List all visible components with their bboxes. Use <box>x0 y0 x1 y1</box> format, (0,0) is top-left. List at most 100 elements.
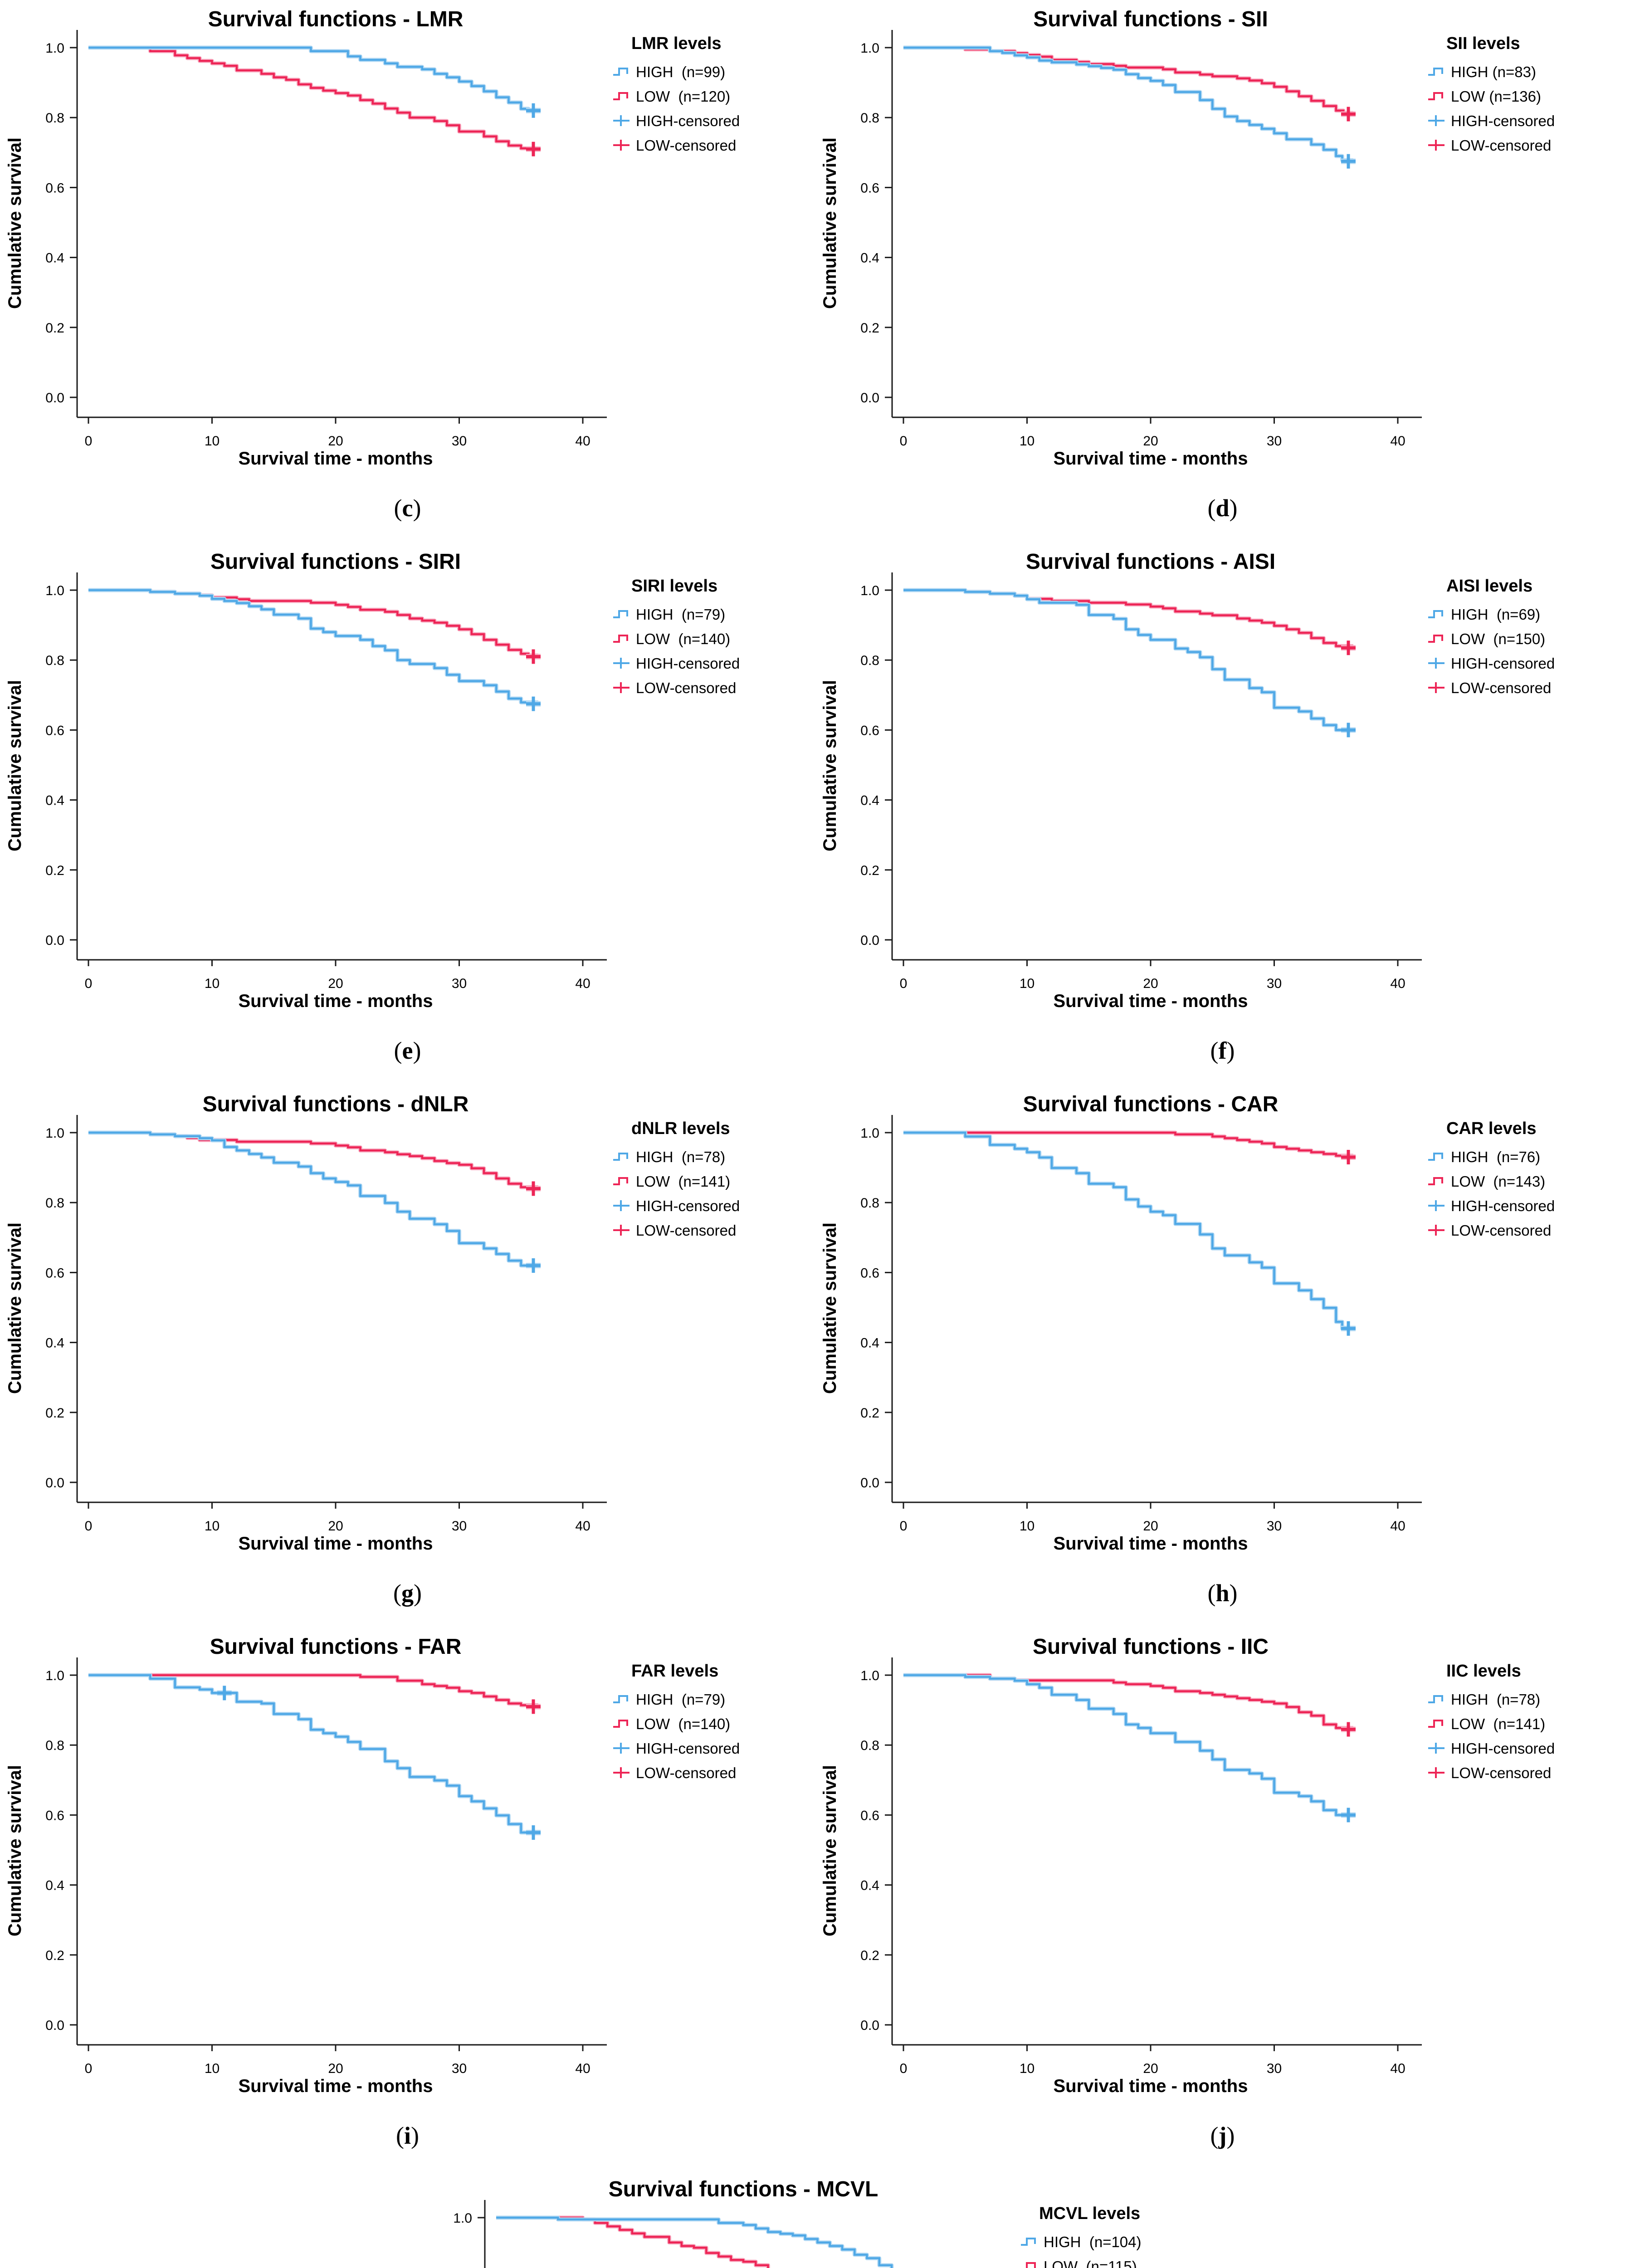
figure-row: Survival functions - MCVL0102030400.00.2… <box>0 2170 1630 2268</box>
y-tick-label: 0.8 <box>45 1738 64 1753</box>
km-chart-svg: Survival functions - dNLR 0 10 20 30 40 0.0 0.2… <box>5 1092 740 1554</box>
caption-close-paren: ) <box>414 1579 422 1607</box>
km-curve-high-halo <box>88 45 538 113</box>
km-chart-svg: Survival functions - LMR 0 10 20 30 40 0.0 0.2 0… <box>5 7 740 469</box>
y-tick-label: 0.4 <box>45 1878 64 1893</box>
legend-item-low-label: LOW (n=150) <box>1451 631 1545 647</box>
km-curve-high <box>903 1131 1353 1330</box>
legend-item-low-label: LOW (n=143) <box>1451 1173 1545 1190</box>
legend-item-high-label: HIGH (n=79) <box>636 606 725 623</box>
legend-item-high-censored-label: HIGH-censored <box>636 655 740 672</box>
x-tick-label: 20 <box>1143 2061 1158 2076</box>
x-tick-label: 0 <box>85 434 93 449</box>
km-curve-high-halo <box>903 1130 1353 1331</box>
x-tick-label: 10 <box>205 2061 220 2076</box>
km-curve-low-halo <box>88 45 538 151</box>
km-chart-panel: Survival functions - SII 0 10 20 30 40 0.0 0.2 0… <box>815 0 1630 543</box>
y-tick-label: 0.0 <box>860 2018 879 2033</box>
km-curve-high <box>88 1131 538 1267</box>
y-tick-label: 0.8 <box>45 1196 64 1211</box>
legend-step-icon <box>1428 1177 1443 1185</box>
y-tick-label: 1.0 <box>860 1126 879 1141</box>
legend-item-low-censored-label: LOW-censored <box>636 137 736 154</box>
y-tick-label: 0.0 <box>860 391 879 406</box>
y-tick-label: 0.2 <box>860 1948 879 1963</box>
x-tick-label: 0 <box>900 1519 908 1534</box>
x-tick-label: 0 <box>900 434 908 449</box>
legend-title: IIC levels <box>1446 1662 1521 1681</box>
y-tick-label: 0.8 <box>860 1738 879 1753</box>
y-tick-label: 0.6 <box>860 1266 879 1281</box>
y-tick-label: 0.6 <box>45 1808 64 1823</box>
y-tick-label: 0.6 <box>45 1266 64 1281</box>
panel-caption: (j) <box>815 2108 1630 2163</box>
km-chart-panel: Survival functions - MCVL0102030400.00.2… <box>408 2170 1223 2268</box>
km-curve-low-halo <box>903 1673 1353 1730</box>
chart-title: Survival functions - AISI <box>1026 550 1275 574</box>
legend-title: SIRI levels <box>631 577 717 596</box>
legend-item-low-censored-label: LOW-censored <box>1451 137 1551 154</box>
caption-close-paren: ) <box>413 494 421 522</box>
x-tick-label: 20 <box>328 434 343 449</box>
km-curve-low <box>903 1674 1353 1729</box>
x-tick-label: 0 <box>900 976 908 991</box>
caption-close-paren: ) <box>1229 1579 1238 1607</box>
y-tick-label: 0.8 <box>45 111 64 126</box>
x-tick-label: 40 <box>575 976 590 991</box>
y-tick-label: 0.4 <box>860 251 879 266</box>
x-axis-label: Survival time - months <box>239 2076 433 2096</box>
y-axis-label: Cumulative survival <box>820 1222 840 1394</box>
legend-item-high-censored-label: HIGH-censored <box>1451 112 1555 129</box>
km-curve-high-halo <box>903 45 1353 162</box>
km-chart-panel: Survival functions - FAR 0 10 20 30 40 0.0 0.2 0… <box>0 1628 815 2170</box>
x-tick-label: 0 <box>900 2061 908 2076</box>
y-tick-label: 0.4 <box>45 251 64 266</box>
km-curve-low-halo <box>88 588 538 658</box>
y-axis-label: Cumulative survival <box>5 1765 25 1936</box>
km-curve-low <box>88 589 538 657</box>
x-tick-label: 40 <box>575 2061 590 2076</box>
x-tick-label: 10 <box>1020 2061 1035 2076</box>
km-curve-high-halo <box>88 588 538 704</box>
caption-letter: d <box>1215 494 1230 522</box>
x-tick-label: 0 <box>85 1519 93 1534</box>
km-chart-svg: Survival functions - CAR 0 10 20 30 40 0.0 0.2 0… <box>820 1092 1555 1554</box>
x-axis-label: Survival time - months <box>1054 449 1248 469</box>
y-tick-label: 0.0 <box>45 1476 64 1491</box>
y-tick-label: 0.0 <box>45 391 64 406</box>
legend-item-low-censored-label: LOW-censored <box>636 1765 736 1781</box>
km-chart-panel: Survival functions - IIC 0 10 20 30 40 0.0 0.2 0… <box>815 1628 1630 2170</box>
legend-step-icon <box>1428 610 1443 618</box>
x-tick-label: 20 <box>1143 976 1158 991</box>
caption-open-paren: ( <box>1207 1579 1216 1607</box>
legend-step-icon <box>1428 68 1443 76</box>
chart-title: Survival functions - dNLR <box>203 1092 469 1116</box>
y-tick-label: 0.2 <box>45 863 64 878</box>
legend-step-icon <box>613 1720 628 1728</box>
caption-letter: h <box>1215 1579 1230 1607</box>
panel-caption: (i) <box>0 2108 815 2163</box>
legend-item-low-label: LOW (n=115) <box>1044 2258 1137 2268</box>
legend-step-icon <box>1020 2238 1036 2246</box>
chart-title: Survival functions - SII <box>1033 7 1268 31</box>
x-tick-label: 10 <box>205 434 220 449</box>
caption-open-paren: ( <box>1210 2122 1219 2149</box>
y-tick-label: 0.4 <box>45 1336 64 1351</box>
y-tick-label: 1.0 <box>45 1668 64 1683</box>
caption-open-paren: ( <box>393 1579 401 1607</box>
km-chart-svg: Survival functions - IIC 0 10 20 30 40 0.0 0.2 0… <box>820 1635 1555 2096</box>
legend-step-icon <box>1428 1720 1443 1728</box>
legend-item-high-censored-label: HIGH-censored <box>1451 1740 1555 1757</box>
legend-item-low-censored-label: LOW-censored <box>636 679 736 696</box>
km-curve-high <box>903 589 1353 731</box>
x-tick-label: 40 <box>575 1519 590 1534</box>
caption-open-paren: ( <box>394 494 402 522</box>
legend-step-icon <box>1025 2262 1036 2268</box>
legend-title: FAR levels <box>631 1662 718 1681</box>
km-curve-low <box>496 2216 769 2268</box>
x-tick-label: 10 <box>1020 1519 1035 1534</box>
x-tick-label: 40 <box>1390 2061 1405 2076</box>
legend-item-high-censored-label: HIGH-censored <box>1451 655 1555 672</box>
km-curve-high-halo <box>903 1673 1353 1817</box>
x-tick-label: 30 <box>452 1519 467 1534</box>
